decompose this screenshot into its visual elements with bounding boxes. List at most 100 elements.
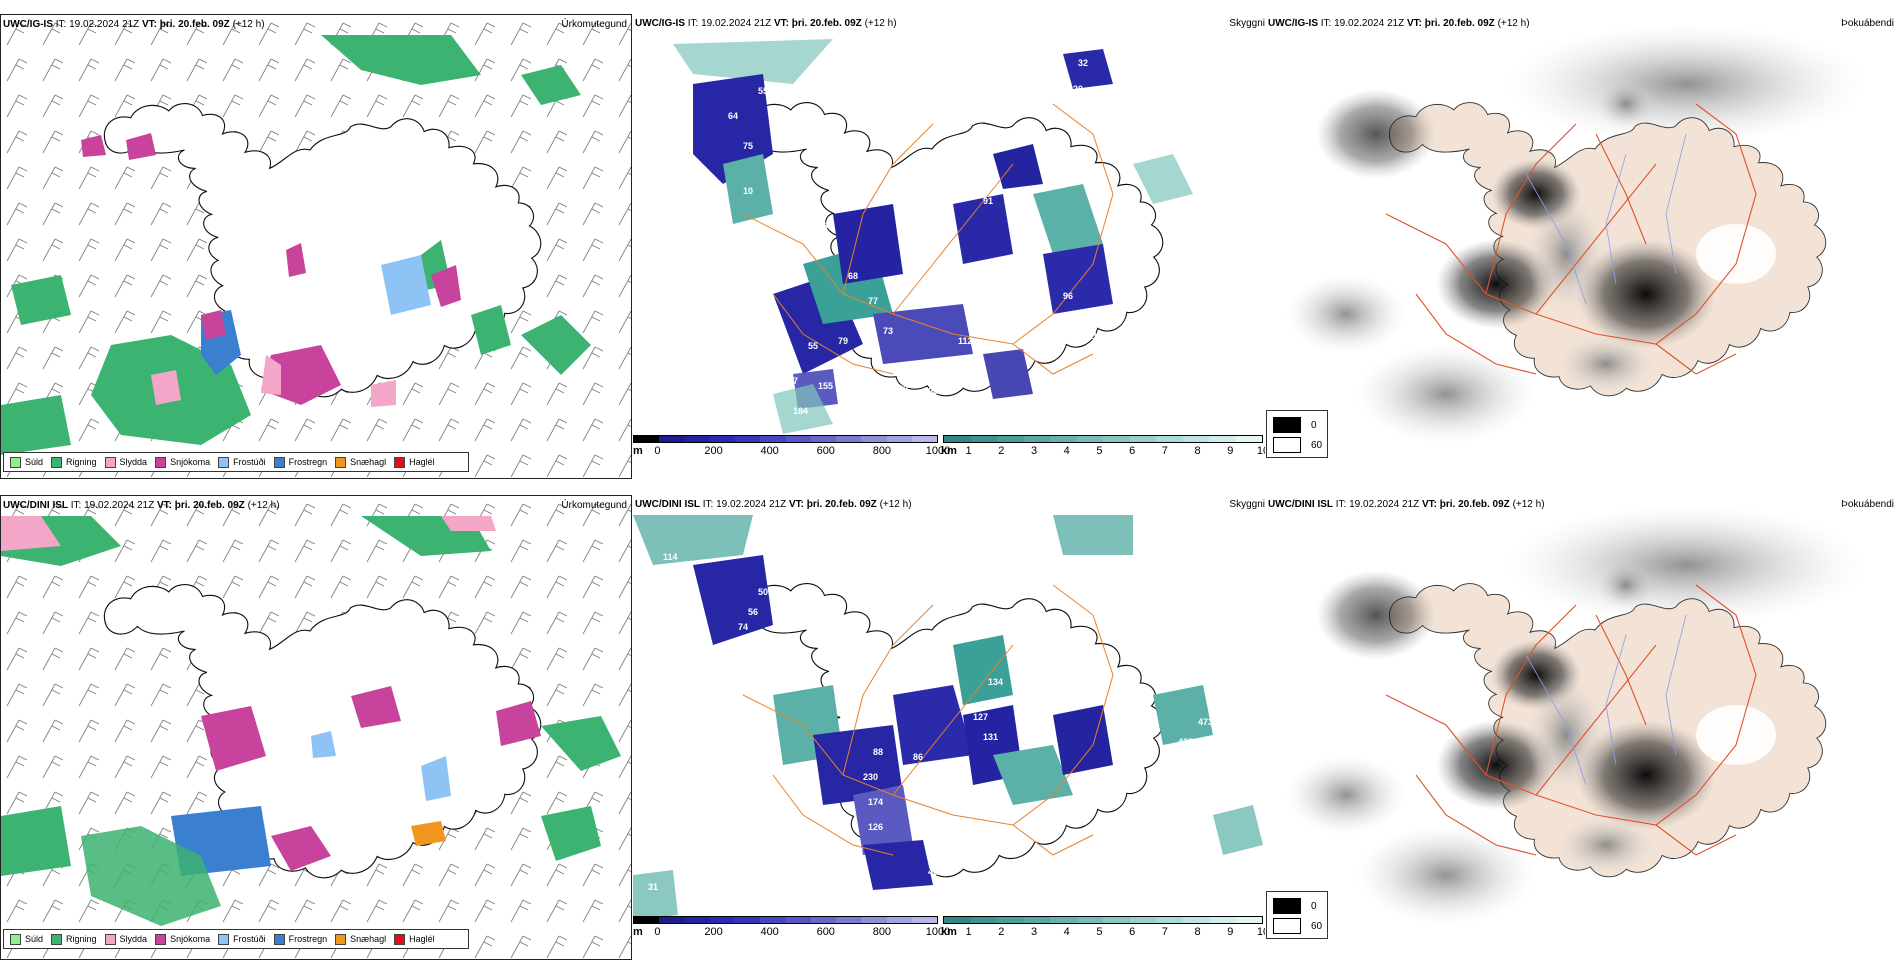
colorbar-tick-label: 8: [1194, 926, 1201, 938]
colorbar-segment: [1182, 436, 1209, 442]
panel-header: UWC/DINI ISL IT: 19.02.2024 21Z VT: þri.…: [1268, 499, 1894, 515]
colorbar-segment: [944, 917, 971, 923]
visibility-value-label: 245: [768, 341, 783, 351]
legend-swatch: [10, 933, 21, 945]
visibility-value-label: 131: [983, 732, 998, 742]
legend-item: Slydda: [104, 456, 148, 468]
panel-header: UWC/DINI ISL IT: 19.02.2024 21Z VT: þri.…: [635, 499, 1261, 515]
visibility-value-label: 55: [808, 341, 818, 351]
visibility-value-label: 142: [933, 792, 948, 802]
colorbar-segment: [997, 917, 1024, 923]
visibility-value-label: 473: [1198, 717, 1213, 727]
colorbar-tick-label: 200: [704, 445, 723, 457]
colorbar-tick-label: 800: [872, 445, 892, 457]
visibility-value-labels: 32 320 55 64 75 62 10 104 85 91 171 105 68 77 112 245 55…: [728, 58, 1103, 416]
colorbar-tick-label: 4: [1063, 445, 1070, 457]
legend-item: Snæhagl: [335, 933, 386, 945]
init-time-label: IT:: [1335, 499, 1347, 510]
colorbar-segment: [1023, 436, 1050, 442]
visibility-panel-bottom: 13 114 56 50 74 230 174 134 88 86 127 131 142 92 473 42…: [633, 495, 1265, 960]
colorbar-segment: [684, 436, 710, 442]
legend-swatch: [155, 933, 167, 945]
colorbar-tick-label: 3: [1030, 926, 1038, 938]
visibility-value-label: 92: [978, 787, 988, 797]
colorbar-segment: [1103, 436, 1130, 442]
visibility-m-ticks: 0 200 400 600 800 1000: [633, 445, 950, 459]
fog-legend-swatch: [1273, 898, 1301, 914]
colorbar-segment: [886, 917, 912, 923]
colorbar-segment: [785, 436, 811, 442]
colorbar-segment: [785, 917, 811, 923]
colorbar-segment: [911, 917, 937, 923]
legend-label: Slydda: [119, 457, 148, 467]
init-time-label: IT:: [55, 19, 67, 30]
visibility-value-label: 184: [793, 406, 808, 416]
valid-time: þri. 20.feb. 09Z: [806, 499, 877, 510]
panel-title: Úrkomutegund: [561, 500, 627, 511]
visibility-m-unit: m: [633, 926, 643, 938]
visibility-value-label: 174: [868, 797, 883, 807]
legend-swatch: [218, 456, 230, 468]
colorbar-tick-label: 3: [1030, 445, 1038, 457]
valid-time-label: VT:: [1406, 18, 1422, 29]
visibility-value-label: 105: [1003, 276, 1018, 286]
colorbar-segment: [1209, 917, 1236, 923]
visibility-value-label: 88: [873, 747, 883, 757]
colorbar-segment: [970, 436, 997, 442]
visibility-value-label: 427: [1178, 737, 1193, 747]
colorbar-segment: [709, 917, 735, 923]
legend-label: Haglél: [409, 457, 435, 467]
colorbar-segment: [1129, 917, 1156, 923]
fog-legend-swatch: [1273, 437, 1301, 453]
init-time: 19.02.2024 21Z: [701, 18, 772, 29]
init-time: 19.02.2024 21Z: [69, 19, 140, 30]
colorbar-tick-label: 6: [1129, 926, 1136, 938]
fog-legend-item: 0: [1273, 898, 1317, 914]
visibility-value-label: 68: [848, 271, 858, 281]
precip-legend: Súld Rigning Slydda Snjókoma Frostúði Fr…: [3, 452, 469, 472]
legend-swatch: [394, 456, 406, 468]
colorbar-tick-label: 400: [760, 926, 779, 938]
visibility-value-label: 96: [1063, 291, 1073, 301]
visibility-value-label: 86: [913, 752, 923, 762]
legend-item: Rigning: [51, 456, 97, 468]
model-name: UWC/DINI ISL: [3, 500, 68, 511]
init-time: 19.02.2024 21Z: [84, 500, 155, 511]
legend-item: Frostregn: [273, 933, 327, 945]
visibility-value-label: 320: [1068, 84, 1083, 94]
colorbar-segment: [659, 436, 685, 442]
fog-legend-label: 60: [1311, 920, 1323, 932]
visibility-value-label: 74: [738, 622, 748, 632]
legend-item: Snæhagl: [335, 456, 386, 468]
visibility-value-label: 10: [743, 186, 753, 196]
panel-header: UWC/IG-IS IT: 19.02.2024 21Z VT: þri. 20…: [3, 19, 627, 35]
model-name: UWC/DINI ISL: [1268, 499, 1333, 510]
colorbar-tick-label: 5: [1096, 926, 1103, 938]
panel-title: Skyggni: [1229, 499, 1265, 510]
colorbar-segment: [1076, 917, 1103, 923]
colorbar-segment: [1050, 917, 1077, 923]
colorbar-tick-label: 10: [1256, 445, 1265, 457]
visibility-value-label: 50: [758, 587, 768, 597]
fog-map-bottom: [1266, 495, 1898, 960]
legend-item: Rigning: [51, 933, 97, 945]
visibility-value-label: 37: [853, 847, 863, 857]
colorbar-tick-label: 9: [1227, 926, 1234, 938]
colorbar-tick-label: 5: [1096, 445, 1103, 457]
colorbar-tick-label: 6: [1129, 445, 1136, 457]
colorbar-tick-label: 7: [1161, 445, 1168, 457]
legend-item: Snjókoma: [155, 933, 210, 945]
visibility-value-label: 126: [868, 822, 883, 832]
visibility-km-unit: km: [941, 926, 957, 938]
legend-swatch: [394, 933, 406, 945]
legend-label: Snjókoma: [170, 457, 211, 467]
init-time-label: IT:: [70, 500, 82, 511]
valid-time: þri. 20.feb. 09Z: [174, 500, 245, 511]
visibility-value-label: 75: [743, 141, 753, 151]
model-name: UWC/IG-IS: [3, 19, 53, 30]
visibility-value-label: 91: [983, 196, 993, 206]
precip-type-panel-bottom: UWC/DINI ISL IT: 19.02.2024 21Z VT: þri.…: [0, 495, 632, 960]
legend-label: Súld: [25, 457, 44, 467]
